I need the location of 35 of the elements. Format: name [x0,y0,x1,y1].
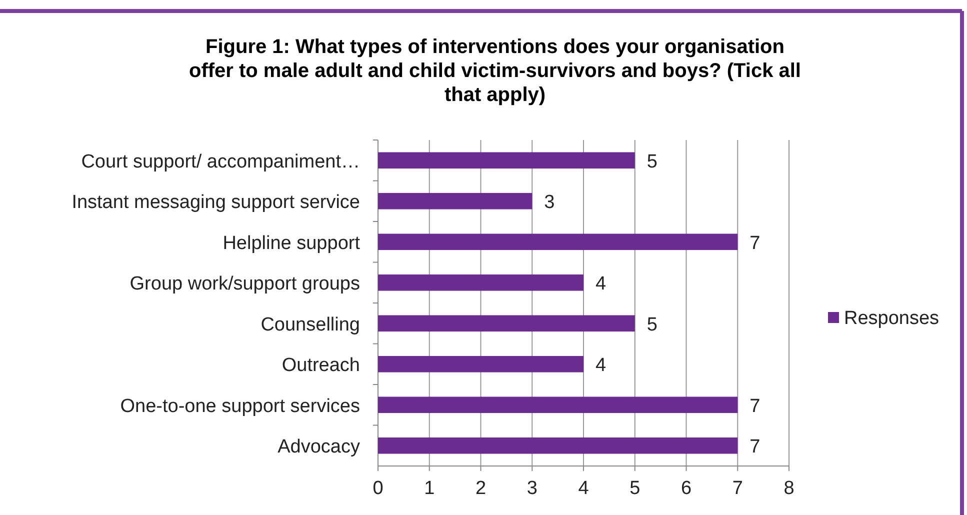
bar [378,152,635,169]
data-label: 4 [596,274,606,295]
bar [378,437,738,454]
data-label: 7 [750,436,760,458]
x-tick-label: 4 [578,478,590,499]
bar [378,356,584,372]
y-tick-label: Court support/ accompaniment… [81,151,360,172]
data-label: 3 [544,192,555,214]
bar [378,192,532,210]
y-tick-label: Group work/support groups [130,274,360,295]
data-label: 5 [646,151,658,172]
bar [378,396,738,414]
x-tick-label: 3 [526,478,538,499]
data-label: 7 [750,232,760,254]
chart-title: Figure 1: What types of interventions does your organisation offer to male adult and child victim-survivors and boys? (Tick all that apply) [189,36,801,106]
y-tick-label: Advocacy [278,436,360,458]
bar [378,315,635,332]
x-tick-label: 8 [784,478,794,499]
y-tick-label: Helpline support [222,232,361,254]
x-tick-label: 1 [424,478,435,499]
data-label: 7 [750,396,760,417]
x-tick-label: 7 [732,478,743,499]
bar [378,234,738,250]
data-label: 4 [596,355,606,376]
x-tick-label: 2 [475,478,486,499]
x-tick-label: 0 [372,478,384,499]
y-tick-label: Instant messaging support service [72,192,360,214]
y-tick-label: Counselling [260,314,360,336]
y-tick-label: Outreach [282,355,360,376]
legend-label: Responses [844,308,940,329]
y-tick-label: One-to-one support services [120,396,360,417]
bar [378,274,584,291]
x-tick-label: 5 [630,478,640,499]
data-label: 5 [646,314,658,336]
x-tick-label: 6 [680,478,692,499]
